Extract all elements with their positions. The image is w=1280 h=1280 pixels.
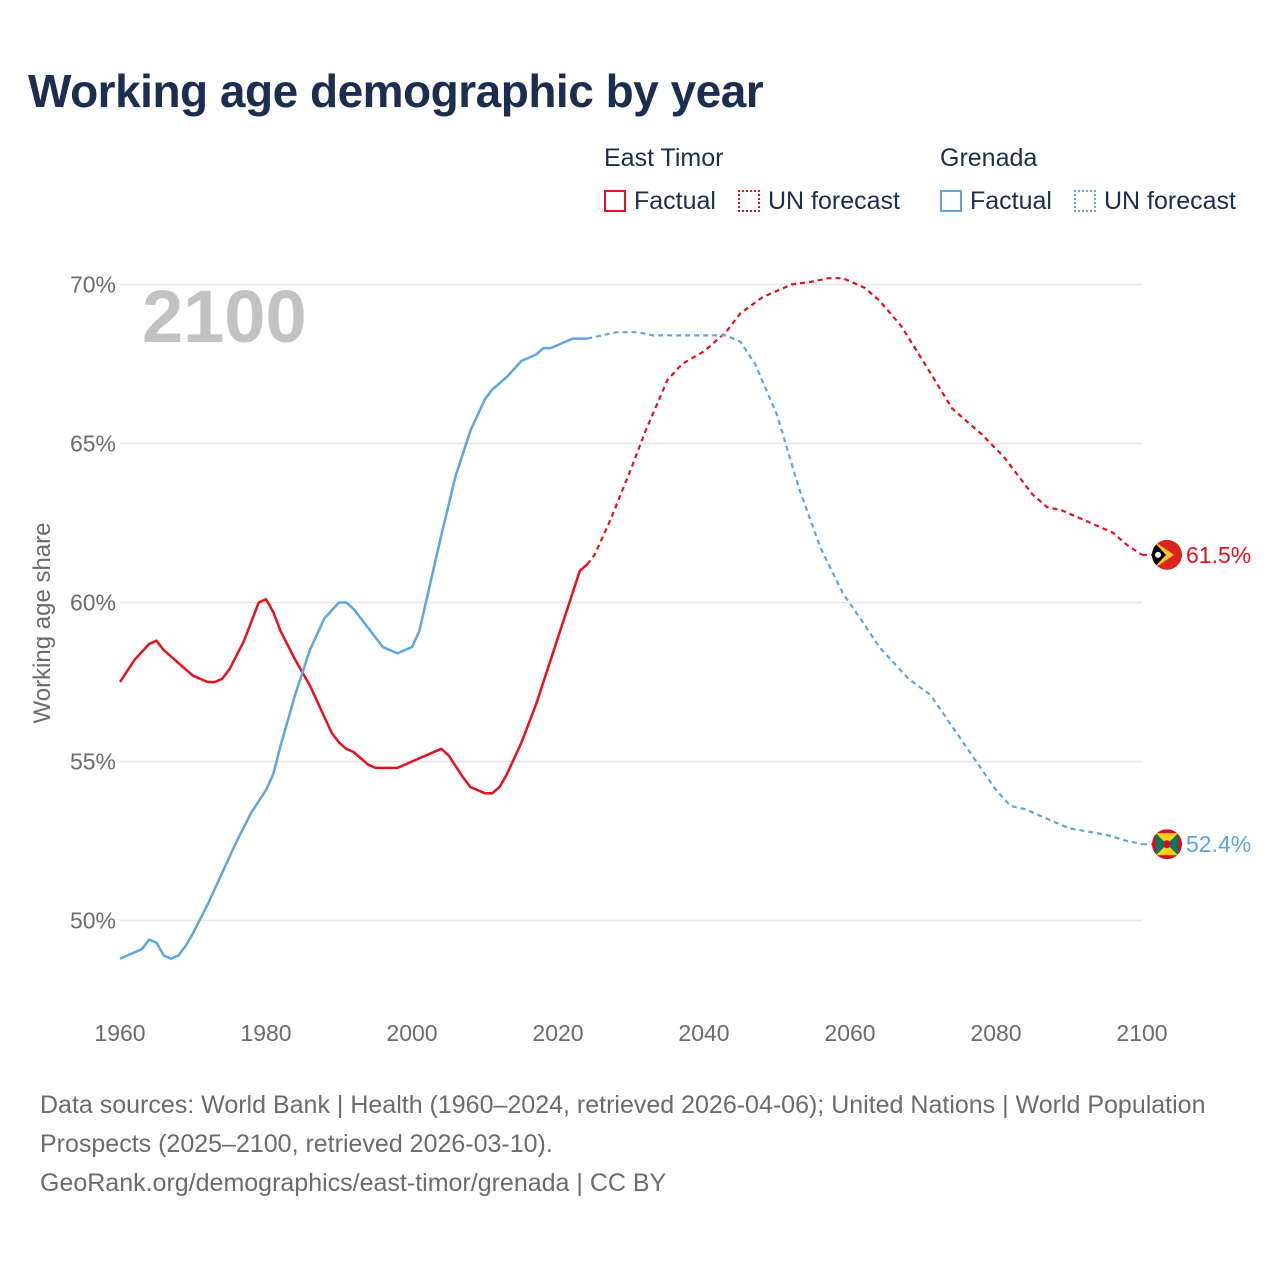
x-tick-label: 2020 <box>532 1020 583 1046</box>
footer: Data sources: World Bank | Health (1960–… <box>40 1086 1220 1203</box>
x-tick-label: 1960 <box>94 1020 145 1046</box>
legend-label: UN forecast <box>1104 186 1236 215</box>
x-tick-label: 2000 <box>386 1020 437 1046</box>
data-sources-text: Data sources: World Bank | Health (1960–… <box>40 1091 1206 1158</box>
legend-label: Factual <box>634 186 716 215</box>
chart-title: Working age demographic by year <box>28 65 764 117</box>
legend-label: Factual <box>970 186 1052 215</box>
legend-swatch-solid-icon <box>940 190 962 212</box>
y-tick-label: 55% <box>70 749 116 775</box>
year-watermark: 2100 <box>142 275 307 358</box>
grenada-forecast-line <box>586 331 1143 846</box>
legend-grenada-forecast[interactable]: UN forecast <box>1074 184 1236 218</box>
grenada-factual-line <box>119 337 588 960</box>
legend-group-east-timor: East Timor <box>604 144 724 172</box>
east-timor-forecast-line <box>586 277 1143 566</box>
east-timor-flag-icon <box>1152 539 1182 570</box>
x-tick-label: 2040 <box>678 1020 729 1046</box>
y-tick-label: 65% <box>70 431 116 457</box>
legend-grenada-factual[interactable]: Factual <box>940 184 1052 218</box>
attribution-link[interactable]: GeoRank.org/demographics/east-timor/gren… <box>40 1169 667 1197</box>
y-tick-label: 60% <box>70 590 116 616</box>
legend-group-grenada: Grenada <box>940 144 1038 172</box>
y-axis-label: Working age share <box>29 523 56 724</box>
legend-label: UN forecast <box>768 186 900 215</box>
legend-swatch-dotted-icon <box>1074 190 1096 212</box>
x-tick-label: 1980 <box>240 1020 291 1046</box>
x-tick-label: 2100 <box>1116 1020 1167 1046</box>
x-tick-label: 2060 <box>824 1020 875 1046</box>
grenada-end-label: 52.4% <box>1186 831 1251 857</box>
east-timor-end-label: 61.5% <box>1186 542 1251 568</box>
legend-swatch-dotted-icon <box>738 190 760 212</box>
grenada-flag-icon <box>1152 829 1182 860</box>
legend-east-timor-factual[interactable]: Factual <box>604 184 716 218</box>
x-tick-label: 2080 <box>970 1020 1021 1046</box>
y-tick-label: 50% <box>70 908 116 934</box>
legend-east-timor-forecast[interactable]: UN forecast <box>738 184 900 218</box>
east-timor-factual-line <box>118 563 589 795</box>
legend-swatch-solid-icon <box>604 190 626 212</box>
y-tick-label: 70% <box>70 272 116 298</box>
